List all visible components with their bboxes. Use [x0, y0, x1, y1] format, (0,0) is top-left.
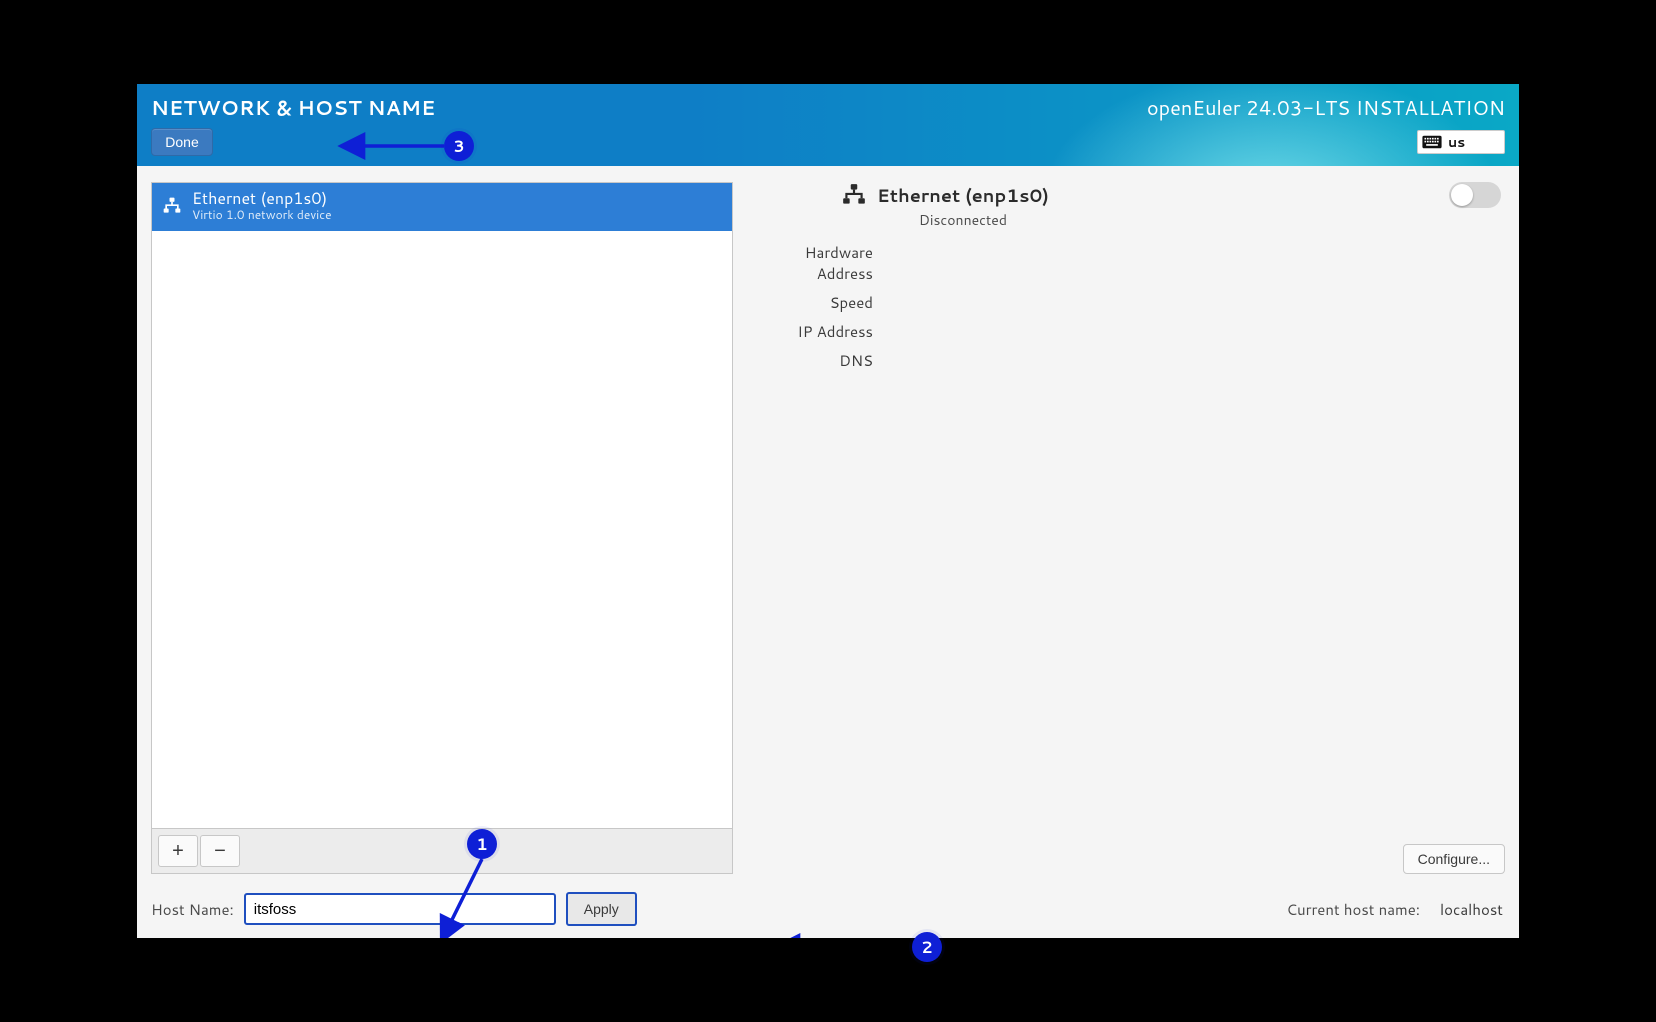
ip-address-label: IP Address	[745, 321, 873, 342]
hostname-input[interactable]	[244, 893, 556, 925]
release-label: openEuler 24.03-LTS INSTALLATION	[1147, 94, 1505, 122]
installer-screen: NETWORK & HOST NAME Done openEuler 24.03…	[137, 84, 1519, 938]
dns-value	[885, 350, 1505, 371]
configure-button[interactable]: Configure...	[1403, 844, 1505, 874]
ethernet-icon	[841, 182, 867, 208]
connection-toggle[interactable]	[1449, 182, 1501, 208]
body: Ethernet (enp1s0) Virtio 1.0 network dev…	[137, 166, 1519, 938]
device-list[interactable]: Ethernet (enp1s0) Virtio 1.0 network dev…	[151, 182, 733, 829]
device-list-toolbar: + −	[151, 829, 733, 874]
keyboard-layout-label: us	[1448, 132, 1465, 152]
dns-label: DNS	[745, 350, 873, 371]
ethernet-icon	[162, 196, 182, 216]
speed-value	[885, 292, 1505, 313]
device-item-subtitle: Virtio 1.0 network device	[192, 208, 332, 222]
ip-address-value	[885, 321, 1505, 342]
device-detail-title: Ethernet (enp1s0)	[877, 182, 1049, 208]
current-hostname-value: localhost	[1440, 899, 1503, 920]
device-panel: Ethernet (enp1s0) Virtio 1.0 network dev…	[151, 182, 733, 874]
page-title: NETWORK & HOST NAME	[151, 94, 435, 122]
device-properties: Hardware Address Speed IP Address DNS	[745, 242, 1505, 371]
remove-device-button[interactable]: −	[200, 835, 240, 867]
speed-label: Speed	[745, 292, 873, 313]
keyboard-icon	[1422, 135, 1442, 149]
device-item-ethernet[interactable]: Ethernet (enp1s0) Virtio 1.0 network dev…	[152, 183, 732, 231]
hostname-row: Host Name: Apply Current host name: loca…	[151, 888, 1505, 926]
device-detail: Ethernet (enp1s0) Disconnected Hardware …	[745, 182, 1505, 874]
apply-button[interactable]: Apply	[566, 892, 637, 926]
done-button[interactable]: Done	[151, 128, 213, 156]
keyboard-indicator[interactable]: us	[1417, 130, 1505, 154]
hw-address-value	[885, 242, 1505, 284]
hw-address-label: Hardware Address	[745, 242, 873, 284]
add-device-button[interactable]: +	[158, 835, 198, 867]
toggle-knob	[1451, 184, 1473, 206]
current-hostname-label: Current host name:	[1286, 899, 1420, 920]
header: NETWORK & HOST NAME Done openEuler 24.03…	[137, 84, 1519, 166]
hostname-label: Host Name:	[151, 899, 234, 920]
device-detail-status: Disconnected	[877, 210, 1049, 230]
